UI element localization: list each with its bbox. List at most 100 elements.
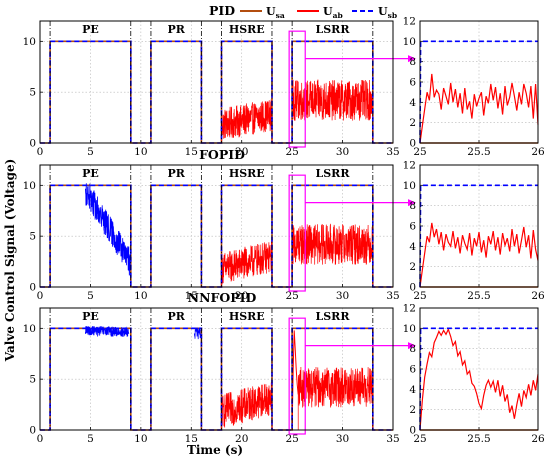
x-tick-label: 15 bbox=[185, 290, 198, 302]
panel-title-nnfopid: NNFOPID bbox=[188, 290, 257, 305]
plot-background bbox=[40, 21, 393, 143]
x-tick-label: 25 bbox=[285, 433, 298, 445]
plot-background bbox=[40, 165, 393, 287]
y-tick-label: 10 bbox=[403, 323, 416, 335]
x-tick-label: 20 bbox=[235, 146, 248, 158]
x-tick-label: 0 bbox=[37, 146, 44, 158]
y-tick-label: 4 bbox=[409, 97, 416, 109]
zoom-box bbox=[288, 30, 306, 148]
x-tick-label: 0 bbox=[37, 290, 44, 302]
x-tick-label: 25 bbox=[285, 146, 298, 158]
x-tick-label: 0 bbox=[37, 433, 44, 445]
y-tick-label: 10 bbox=[23, 323, 36, 335]
x-tick-label: 26 bbox=[531, 146, 545, 158]
uab-noise-0 bbox=[221, 241, 273, 287]
y-tick-label: 5 bbox=[29, 87, 36, 99]
legend-usb-label: Usb bbox=[378, 5, 397, 20]
region-label-lsrr: LSRR bbox=[316, 167, 351, 180]
zoom-arrow-head bbox=[408, 199, 416, 207]
x-tick-label: 30 bbox=[336, 146, 349, 158]
legend-usa-label: Usa bbox=[266, 5, 285, 20]
x-tick-label: 35 bbox=[386, 146, 399, 158]
y-tick-label: 0 bbox=[409, 282, 416, 294]
x-tick-label: 30 bbox=[336, 290, 349, 302]
y-tick-label: 12 bbox=[403, 303, 416, 315]
y-tick-label: 2 bbox=[409, 117, 416, 129]
y-tick-label: 5 bbox=[29, 231, 36, 243]
region-label-hsre: HSRE bbox=[229, 310, 265, 323]
panel-title-fopid: FOPID bbox=[199, 147, 245, 162]
y-tick-label: 5 bbox=[29, 374, 36, 386]
zoom-arrow-head bbox=[408, 342, 416, 350]
plot-frame bbox=[419, 20, 539, 144]
y-tick-label: 0 bbox=[409, 425, 416, 437]
region-label-pe: PE bbox=[82, 167, 99, 180]
y-tick-label: 6 bbox=[409, 77, 416, 89]
y-tick-label: 12 bbox=[403, 160, 416, 172]
y-tick-label: 10 bbox=[23, 180, 36, 192]
zoom-box bbox=[288, 174, 306, 292]
x-tick-label: 25.5 bbox=[467, 290, 490, 302]
zoom-panel-nnfopid: 25 25.5 26 0 2 4 6 8 10 12 bbox=[403, 303, 545, 446]
uab-line bbox=[419, 73, 539, 144]
uab-noise-0 bbox=[221, 382, 273, 430]
plot-frame bbox=[419, 307, 539, 431]
region-label-hsre: HSRE bbox=[229, 167, 265, 180]
y-tick-label: 2 bbox=[409, 261, 416, 273]
plot-frame bbox=[39, 20, 394, 144]
plot-frame bbox=[419, 164, 539, 288]
y-tick-label: 12 bbox=[403, 16, 416, 28]
y-tick-label: 10 bbox=[403, 36, 416, 48]
y-tick-label: 2 bbox=[409, 404, 416, 416]
x-tick-label: 15 bbox=[185, 433, 198, 445]
usb-noise-0 bbox=[85, 183, 132, 276]
uab-noise-0 bbox=[221, 99, 273, 143]
legend: Usa Uab Usb bbox=[240, 5, 397, 20]
x-tick-label: 5 bbox=[87, 146, 94, 158]
region-label-pr: PR bbox=[167, 167, 185, 180]
x-tick-label: 20 bbox=[235, 433, 248, 445]
region-label-pr: PR bbox=[167, 23, 185, 36]
x-tick-label: 5 bbox=[87, 433, 94, 445]
y-tick-label: 0 bbox=[409, 138, 416, 150]
x-tick-label: 10 bbox=[134, 290, 147, 302]
x-tick-label: 25.5 bbox=[467, 433, 490, 445]
uab-noise-1 bbox=[297, 366, 374, 430]
uab-line bbox=[419, 327, 539, 431]
legend-uab-label: Uab bbox=[323, 5, 343, 20]
region-label-pr: PR bbox=[167, 310, 185, 323]
x-tick-label: 30 bbox=[336, 433, 349, 445]
zoom-arrow-head bbox=[408, 55, 416, 63]
usb-noise-0 bbox=[85, 325, 130, 338]
x-tick-label: 10 bbox=[134, 433, 147, 445]
y-tick-label: 8 bbox=[409, 56, 416, 68]
y-tick-label: 0 bbox=[29, 282, 36, 294]
zoom-panel-fopid: 25 25.5 26 0 2 4 6 8 10 12 bbox=[403, 160, 545, 303]
region-label-pe: PE bbox=[82, 23, 99, 36]
x-tick-label: 25 bbox=[413, 290, 426, 302]
y-tick-label: 4 bbox=[409, 384, 416, 396]
region-label-pe: PE bbox=[82, 310, 99, 323]
region-label-lsrr: LSRR bbox=[316, 310, 351, 323]
y-tick-label: 6 bbox=[409, 221, 416, 233]
y-tick-label: 10 bbox=[403, 180, 416, 192]
y-tick-label: 8 bbox=[409, 200, 416, 212]
x-tick-label: 26 bbox=[531, 433, 545, 445]
y-axis-label: Valve Control Signal (Voltage) bbox=[3, 159, 17, 363]
y-tick-label: 10 bbox=[23, 36, 36, 48]
zoom-box bbox=[288, 317, 306, 435]
x-tick-label: 10 bbox=[134, 146, 147, 158]
x-tick-label: 25 bbox=[413, 146, 426, 158]
y-tick-label: 0 bbox=[29, 425, 36, 437]
usb-noise-1 bbox=[193, 327, 201, 340]
uab-transient bbox=[291, 330, 299, 431]
x-tick-label: 26 bbox=[531, 290, 545, 302]
x-tick-label: 5 bbox=[87, 290, 94, 302]
plot-frame bbox=[39, 164, 394, 288]
y-tick-label: 6 bbox=[409, 364, 416, 376]
y-tick-label: 8 bbox=[409, 343, 416, 355]
